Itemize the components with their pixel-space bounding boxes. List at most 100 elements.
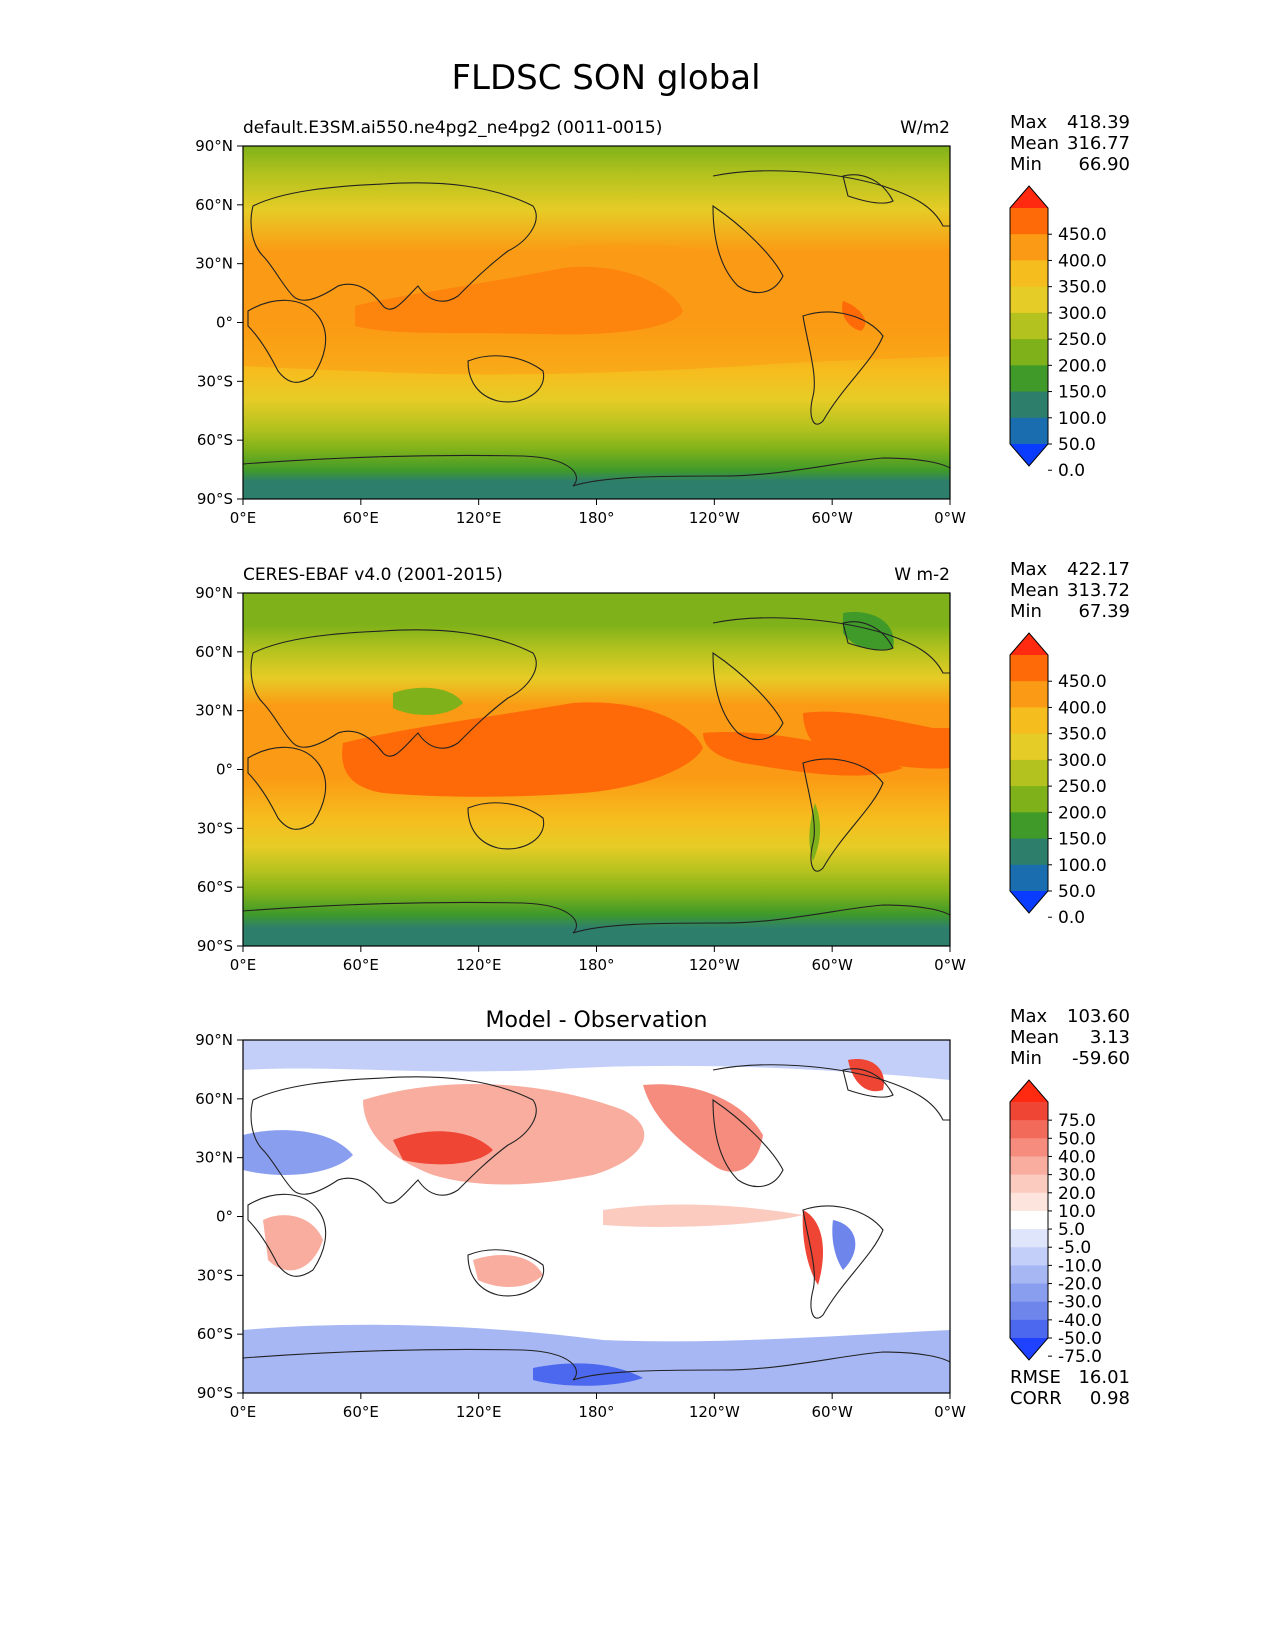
lon-tick-label: 120°E <box>456 509 502 527</box>
panel-left-title: CERES-EBAF v4.0 (2001-2015) <box>243 565 503 585</box>
colorbar-label: 50.0 <box>1058 435 1096 455</box>
lat-tick-label: 30°S <box>197 1266 233 1284</box>
colorbar-label: -5.0 <box>1058 1238 1091 1258</box>
stat-label: Mean <box>1010 580 1059 601</box>
stat-value: 316.77 <box>1067 133 1130 154</box>
colorbar-segment <box>1010 417 1048 445</box>
colorbar-segment <box>1010 208 1048 235</box>
lon-tick-label: 60°E <box>343 1403 379 1421</box>
colorbar-extend-top <box>1010 186 1048 208</box>
colorbar-label: 150.0 <box>1058 830 1107 850</box>
stat-label: Mean <box>1010 133 1059 154</box>
colorbar-label: 0.0 <box>1058 908 1085 928</box>
colorbar-label: 0.0 <box>1058 461 1085 481</box>
colorbar-segment <box>1010 1102 1048 1121</box>
lon-tick-label: 60°E <box>343 956 379 974</box>
lat-tick-label: 30°N <box>195 702 233 720</box>
figure-title: FLDSC SON global <box>451 58 760 98</box>
stat-label: Max <box>1010 1006 1048 1027</box>
lat-tick-label: 0° <box>216 314 233 332</box>
colorbar-segment <box>1010 365 1048 393</box>
lat-tick-label: 90°S <box>197 1384 233 1402</box>
colorbar-segment <box>1010 1265 1048 1285</box>
tibet-contour <box>393 687 463 715</box>
lat-tick-label: 60°N <box>195 1090 233 1108</box>
colorbar-extend-bottom <box>1010 891 1048 913</box>
panel-units: W/m2 <box>900 118 950 138</box>
stat-value: 66.90 <box>1078 154 1130 175</box>
lon-tick-label: 120°W <box>689 509 740 527</box>
panel-center-title: Model - Observation <box>486 1008 708 1033</box>
north-america-positive <box>643 1084 763 1172</box>
colorbar-label: 200.0 <box>1058 356 1107 376</box>
lon-tick-label: 60°W <box>811 956 853 974</box>
colorbar-segment <box>1010 286 1048 314</box>
colorbar-segment <box>1010 391 1048 419</box>
colorbar-label: 10.0 <box>1058 1202 1096 1222</box>
east-pacific-contour <box>703 732 903 776</box>
colorbar-segment <box>1010 1174 1048 1194</box>
lon-tick-label: 0°E <box>230 509 257 527</box>
coastlines <box>242 617 951 934</box>
lat-tick-label: 90°N <box>195 584 233 602</box>
lat-tick-label: 60°N <box>195 643 233 661</box>
lon-tick-label: 180° <box>578 956 614 974</box>
panel-annotations: default.E3SM.ai550.ne4pg2_ne4pg2 (0011-0… <box>195 112 1130 1421</box>
south-america-negative <box>832 1220 856 1270</box>
africa-south-positive <box>263 1215 323 1271</box>
panel-left-title: default.E3SM.ai550.ne4pg2_ne4pg2 (0011-0… <box>243 118 662 138</box>
colorbar-segment <box>1010 260 1048 288</box>
colorbar-label: -20.0 <box>1058 1275 1102 1295</box>
colorbar-segment <box>1010 1210 1048 1230</box>
lon-tick-label: 120°E <box>456 956 502 974</box>
lon-tick-label: 120°W <box>689 1403 740 1421</box>
colorbar-label: -10.0 <box>1058 1256 1102 1276</box>
colorbar-label: 450.0 <box>1058 672 1107 692</box>
lat-tick-label: 30°S <box>197 819 233 837</box>
colorbar-label: 20.0 <box>1058 1184 1096 1204</box>
colorbar-label: 75.0 <box>1058 1111 1096 1131</box>
colorbar-label: 450.0 <box>1058 225 1107 245</box>
colorbar-segment <box>1010 339 1048 366</box>
lon-tick-label: 120°E <box>456 1403 502 1421</box>
lon-tick-label: 60°W <box>811 1403 853 1421</box>
lat-tick-label: 60°S <box>197 878 233 896</box>
stat-value: -59.60 <box>1072 1048 1130 1069</box>
colorbar-extend-bottom <box>1010 444 1048 466</box>
lat-tick-label: 90°N <box>195 137 233 155</box>
colorbar-segment <box>1010 655 1048 682</box>
colorbar-segment <box>1010 1138 1048 1157</box>
stat-value: 3.13 <box>1090 1027 1130 1048</box>
lat-tick-label: 90°N <box>195 1031 233 1049</box>
colorbar-segment <box>1010 864 1048 892</box>
lat-tick-label: 60°N <box>195 196 233 214</box>
colorbar-label: -50.0 <box>1058 1329 1102 1349</box>
extra-stat-value: 0.98 <box>1090 1388 1130 1409</box>
colorbar-extend-top <box>1010 1080 1048 1102</box>
colorbar-label: 250.0 <box>1058 777 1107 797</box>
lat-tick-label: 30°N <box>195 255 233 273</box>
colorbar-segment <box>1010 234 1048 261</box>
stat-label: Min <box>1010 601 1042 622</box>
colorbar-segment <box>1010 1120 1048 1139</box>
lon-tick-label: 180° <box>578 509 614 527</box>
lon-tick-label: 180° <box>578 1403 614 1421</box>
colorbar-label: -75.0 <box>1058 1347 1102 1367</box>
stat-value: 67.39 <box>1078 601 1130 622</box>
china-positive-core <box>393 1131 493 1165</box>
extra-stat-label: CORR <box>1010 1388 1062 1409</box>
colorbar-label: 150.0 <box>1058 383 1107 403</box>
lat-tick-label: 30°S <box>197 372 233 390</box>
colorbar-label: 100.0 <box>1058 409 1107 429</box>
lat-tick-label: 60°S <box>197 431 233 449</box>
pacific-positive <box>603 1204 803 1227</box>
colorbar-segment <box>1010 786 1048 813</box>
colorbar-segment <box>1010 707 1048 735</box>
colorbar-label: 5.0 <box>1058 1220 1085 1240</box>
warm-band-contour <box>243 243 950 375</box>
colorbar-segment <box>1010 681 1048 708</box>
arctic-blue-band <box>243 1040 950 1080</box>
colorbar-segment <box>1010 1283 1048 1303</box>
lon-tick-label: 120°W <box>689 956 740 974</box>
